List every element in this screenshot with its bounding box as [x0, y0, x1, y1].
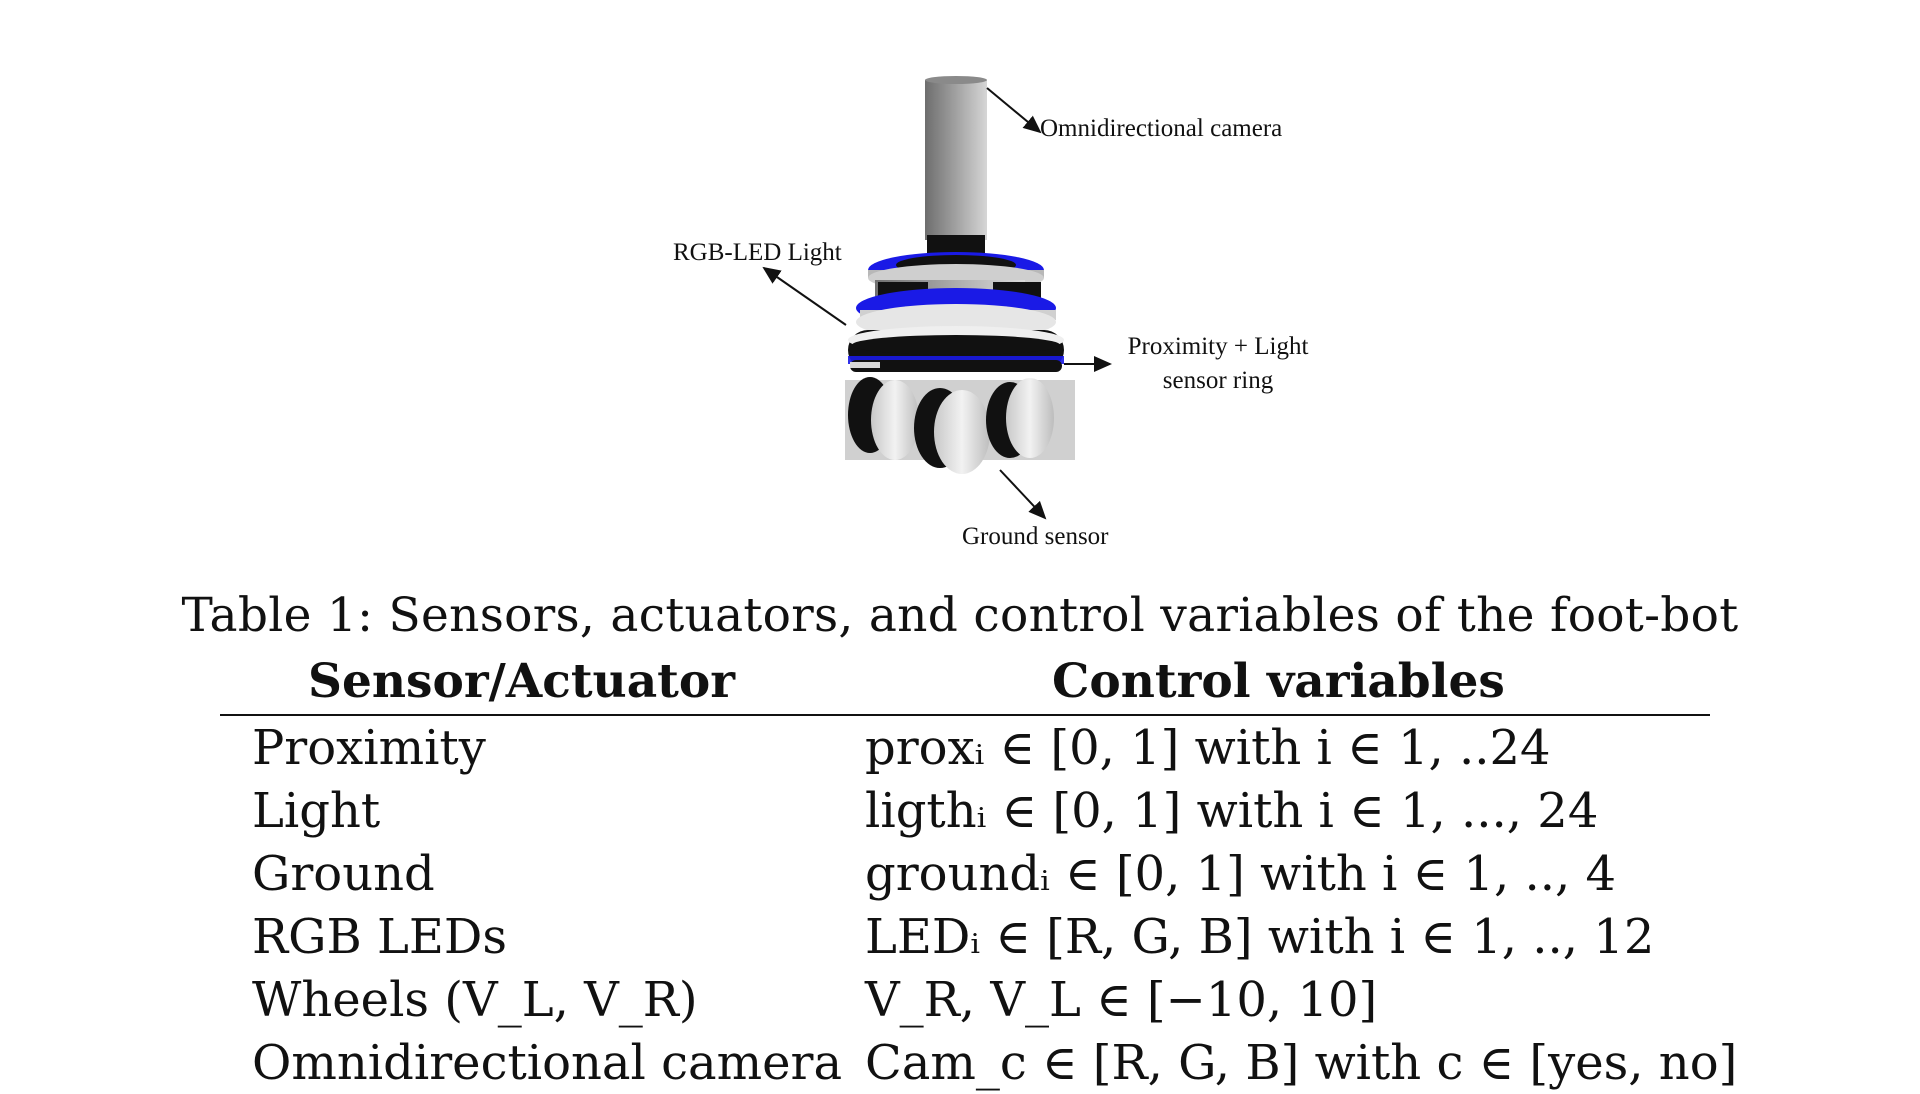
wheels: [845, 377, 1075, 474]
sensor-ring: [848, 326, 1064, 372]
cell-control: ligthᵢ ∈ [0, 1] with i ∈ 1, ..., 24: [865, 783, 1599, 839]
label-ground: Ground sensor: [962, 523, 1109, 550]
table-row: Ground groundᵢ ∈ [0, 1] with i ∈ 1, .., 4: [220, 842, 1710, 905]
cell-control: LEDᵢ ∈ [R, G, B] with i ∈ 1, .., 12: [865, 909, 1655, 965]
cell-sensor: RGB LEDs: [252, 909, 508, 965]
table-body: Proximity proxᵢ ∈ [0, 1] with i ∈ 1, ..24…: [220, 716, 1737, 1094]
header-control: Control variables: [1052, 654, 1505, 709]
foot-bot-illustration: [762, 76, 1112, 520]
table-row: Light ligthᵢ ∈ [0, 1] with i ∈ 1, ..., 24: [220, 779, 1710, 842]
table-row: RGB LEDs LEDᵢ ∈ [R, G, B] with i ∈ 1, ..,…: [220, 905, 1710, 968]
label-rgb-led: RGB-LED Light: [673, 239, 842, 266]
camera-tube: [925, 76, 987, 265]
label-proximity-line2: sensor ring: [1162, 367, 1274, 394]
header-sensor: Sensor/Actuator: [308, 654, 735, 709]
table-row: Wheels (V_L, V_R) V_R, V_L ∈ [−10, 10]: [220, 968, 1710, 1031]
table-row: Omnidirectional camera Cam_c ∈ [R, G, B] …: [220, 1031, 1737, 1094]
cell-control: Cam_c ∈ [R, G, B] with c ∈ [yes, no]: [865, 1035, 1738, 1091]
robot-figure: Omnidirectional camera RGB-LED Light Pro…: [673, 76, 1328, 550]
ground-pointer: [999, 469, 1047, 520]
sensor-table: Sensor/Actuator Control variables Proxim…: [220, 650, 1737, 1094]
cell-sensor: Ground: [252, 846, 435, 902]
label-proximity-line1: Proximity + Light: [1127, 333, 1309, 360]
cell-sensor: Proximity: [252, 720, 486, 776]
cell-control: proxᵢ ∈ [0, 1] with i ∈ 1, ..24: [865, 720, 1551, 776]
cell-control: V_R, V_L ∈ [−10, 10]: [865, 972, 1378, 1028]
cell-sensor: Omnidirectional camera: [252, 1035, 843, 1091]
mid-body: [856, 280, 1056, 340]
led-pointer: [762, 266, 847, 326]
table-row: Proximity proxᵢ ∈ [0, 1] with i ∈ 1, ..24: [220, 716, 1710, 779]
camera-pointer: [986, 87, 1042, 134]
table-caption: Table 1: Sensors, actuators, and control…: [181, 588, 1739, 643]
table-header: Sensor/Actuator Control variables: [220, 650, 1710, 716]
label-proximity: Proximity + Light sensor ring: [1108, 330, 1328, 398]
cell-sensor: Wheels (V_L, V_R): [252, 972, 698, 1028]
label-camera: Omnidirectional camera: [1040, 115, 1283, 142]
cell-sensor: Light: [252, 783, 381, 839]
top-disc: [868, 252, 1044, 292]
cell-control: groundᵢ ∈ [0, 1] with i ∈ 1, .., 4: [865, 846, 1617, 902]
